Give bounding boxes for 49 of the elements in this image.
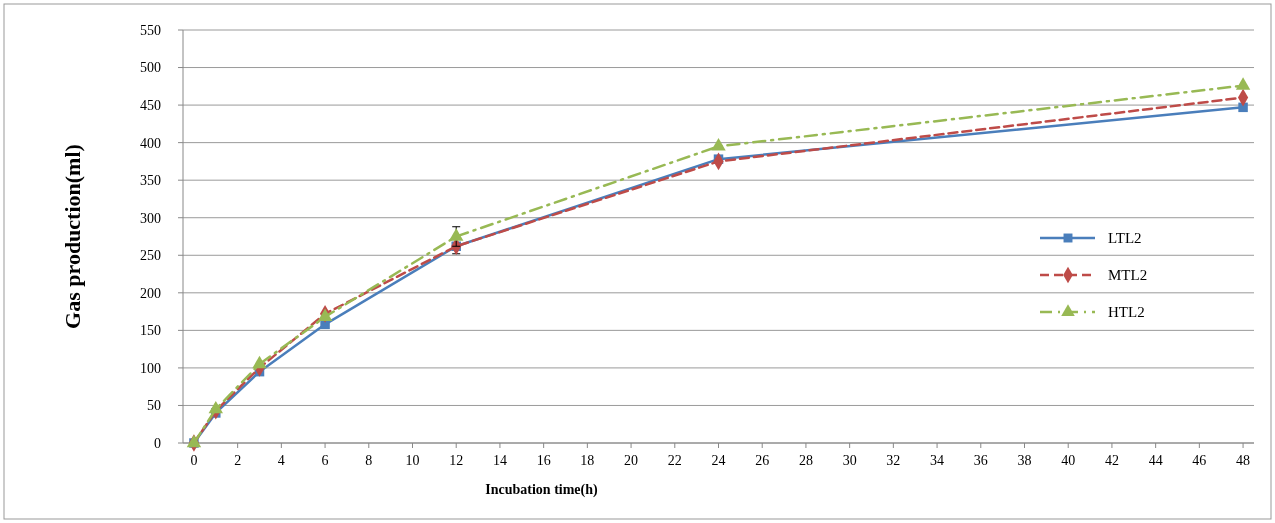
x-tick-label: 28 [798,453,813,468]
x-tick-label: 12 [449,453,464,468]
y-tick-label: 450 [140,97,161,113]
x-tick-label: 44 [1148,453,1163,468]
x-tick-label: 30 [842,453,857,468]
x-tick-label: 2 [234,453,242,468]
x-tick-label: 18 [580,453,595,468]
x-tick-label: 0 [190,453,198,468]
x-tick-label: 34 [930,453,945,468]
legend-label: HTL2 [1108,304,1145,321]
x-tick-label: 38 [1017,453,1032,468]
x-tick-label: 14 [492,453,507,468]
y-tick-label: 200 [140,285,161,301]
x-tick-label: 42 [1104,453,1119,468]
legend-label: MTL2 [1108,267,1148,284]
x-tick-label: 24 [711,453,726,468]
x-tick-label: 16 [536,453,551,468]
x-tick-label: 36 [973,453,988,468]
y-tick-label: 550 [140,22,161,38]
point [449,228,464,241]
point [186,434,202,448]
y-tick-label: 150 [140,323,161,339]
x-tick-label: 10 [405,453,420,468]
x-tick-label: 6 [321,453,329,468]
y-tick-label: 0 [154,435,161,451]
x-tick-label: 20 [624,453,639,468]
point [208,400,223,414]
point [711,138,726,151]
point [1238,102,1248,113]
y-tick-label: 100 [140,360,161,376]
y-tick-label: 500 [140,60,161,76]
point [252,355,267,369]
y-tick-label: 250 [140,248,161,264]
x-tick-label: 8 [365,453,373,468]
x-tick-label: 40 [1061,453,1076,468]
x-tick-label: 48 [1236,453,1251,468]
x-axis-title: Incubation time(h) [485,482,599,498]
legend-label: LTL2 [1108,230,1142,247]
x-tick-label: 46 [1192,453,1207,468]
x-tick-label: 22 [667,453,682,468]
y-axis-title: Gas production(ml) [60,144,85,329]
y-tick-label: 400 [140,135,161,151]
y-tick-label: 50 [147,398,161,414]
y-tick-label: 300 [140,210,161,226]
x-tick-label: 26 [755,453,770,468]
x-tick-label: 4 [277,453,285,468]
x-tick-label: 32 [886,453,901,468]
point [1235,77,1251,90]
y-tick-label: 350 [140,173,161,189]
